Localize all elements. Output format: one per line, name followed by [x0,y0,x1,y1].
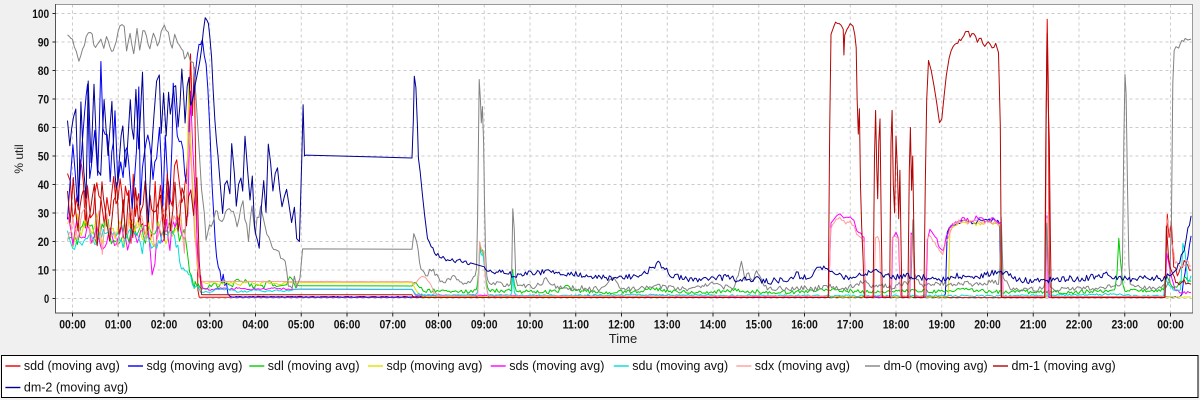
svg-text:sdl (moving avg): sdl (moving avg) [268,359,360,373]
svg-text:23:00: 23:00 [1112,318,1139,332]
svg-text:21:00: 21:00 [1020,318,1047,332]
svg-text:19:00: 19:00 [929,318,956,332]
svg-text:30: 30 [38,206,50,220]
svg-text:60: 60 [38,121,50,135]
svg-text:05:00: 05:00 [288,318,315,332]
svg-text:dm-2 (moving avg): dm-2 (moving avg) [24,381,128,395]
svg-text:Time: Time [609,331,637,346]
svg-text:13:00: 13:00 [654,318,681,332]
svg-text:% util: % util [12,144,26,173]
svg-text:03:00: 03:00 [197,318,224,332]
svg-text:11:00: 11:00 [563,318,590,332]
svg-text:dm-0 (moving avg): dm-0 (moving avg) [884,359,988,373]
svg-text:15:00: 15:00 [746,318,773,332]
svg-text:sdu (moving avg): sdu (moving avg) [632,359,728,373]
svg-text:sdd (moving avg): sdd (moving avg) [24,359,120,373]
svg-text:17:00: 17:00 [837,318,864,332]
svg-text:20:00: 20:00 [974,318,1001,332]
svg-text:08:00: 08:00 [425,318,452,332]
svg-text:12:00: 12:00 [608,318,635,332]
svg-text:90: 90 [38,35,50,49]
svg-text:14:00: 14:00 [700,318,727,332]
svg-text:0: 0 [44,292,49,306]
svg-text:22:00: 22:00 [1066,318,1093,332]
svg-text:07:00: 07:00 [380,318,407,332]
svg-text:sdp (moving avg): sdp (moving avg) [387,359,483,373]
svg-text:100: 100 [32,7,49,21]
svg-text:20: 20 [38,235,50,249]
svg-text:06:00: 06:00 [334,318,361,332]
svg-text:09:00: 09:00 [471,318,498,332]
svg-text:50: 50 [38,149,50,163]
svg-text:80: 80 [38,64,50,78]
svg-text:sdg (moving avg): sdg (moving avg) [147,359,243,373]
svg-text:18:00: 18:00 [883,318,910,332]
svg-text:00:00: 00:00 [1157,318,1184,332]
svg-text:40: 40 [38,178,50,192]
svg-text:00:00: 00:00 [59,318,86,332]
svg-text:16:00: 16:00 [791,318,818,332]
svg-text:dm-1 (moving avg): dm-1 (moving avg) [1012,359,1116,373]
svg-text:sdx (moving avg): sdx (moving avg) [755,359,850,373]
svg-text:04:00: 04:00 [242,318,269,332]
svg-text:70: 70 [38,92,50,106]
svg-text:sds (moving avg): sds (moving avg) [509,359,604,373]
svg-text:10: 10 [38,263,50,277]
svg-text:01:00: 01:00 [105,318,132,332]
svg-text:10:00: 10:00 [517,318,544,332]
svg-text:02:00: 02:00 [151,318,178,332]
